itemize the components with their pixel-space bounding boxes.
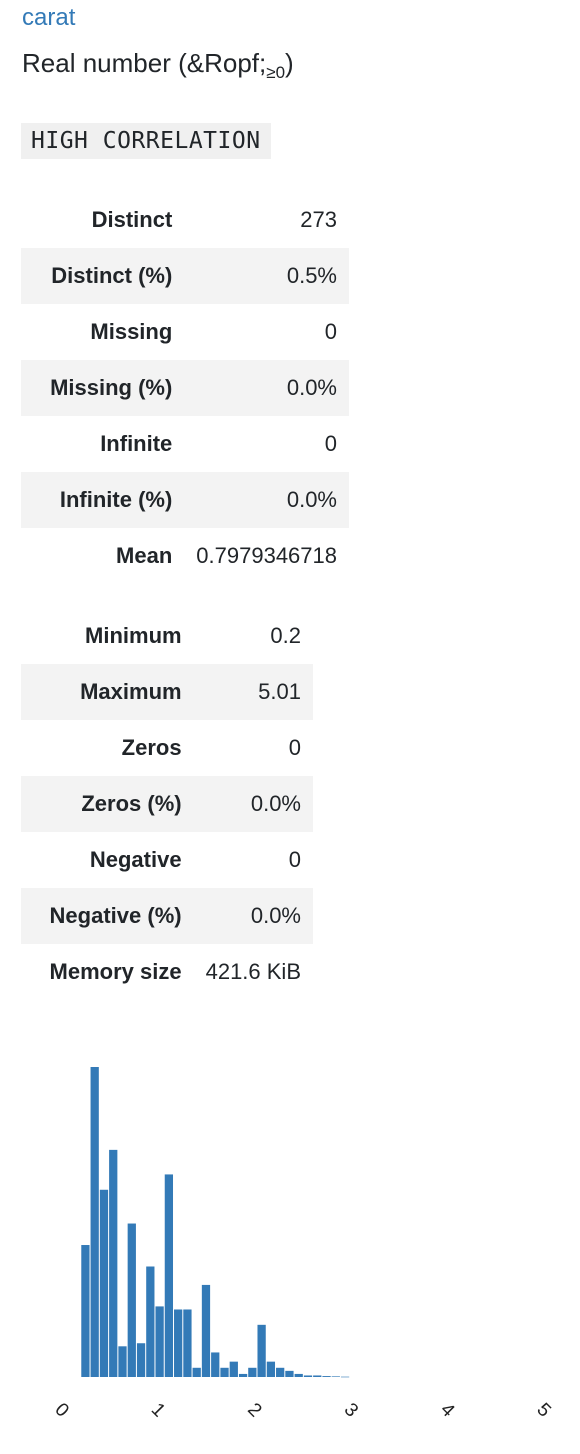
histogram-bar xyxy=(81,1245,90,1377)
stat-row-mean: Mean 0.7979346718 xyxy=(21,528,349,584)
histogram-bar xyxy=(118,1346,127,1377)
stat-row-negative-pct: Negative (%) 0.0% xyxy=(21,888,313,944)
variable-type: Real number (&Ropf;≥0) xyxy=(22,48,294,83)
histogram-bar xyxy=(127,1223,136,1377)
stat-label: Distinct xyxy=(91,207,173,232)
stat-value: 273 xyxy=(300,207,337,232)
x-tick-label: 1 xyxy=(147,1399,169,1421)
stat-row-missing-pct: Missing (%) 0.0% xyxy=(21,360,349,416)
x-tick-label: 2 xyxy=(243,1399,265,1421)
stat-value: 0.0% xyxy=(286,487,337,512)
stats-table-secondary: Minimum 0.2 Maximum 5.01 Zeros 0 Zeros (… xyxy=(21,608,313,1000)
high-correlation-badge[interactable]: HIGH CORRELATION xyxy=(21,123,271,159)
x-tick-label: 4 xyxy=(436,1399,459,1422)
histogram-bar xyxy=(211,1352,220,1377)
stat-row-zeros: Zeros 0 xyxy=(21,720,313,776)
histogram-bar xyxy=(340,1376,350,1378)
histogram-bar xyxy=(90,1067,99,1377)
stat-row-maximum: Maximum 5.01 xyxy=(21,664,313,720)
variable-name-link[interactable]: carat xyxy=(22,4,76,31)
histogram-chart: 0 1 2 3 4 5 xyxy=(50,1067,555,1422)
stat-row-missing: Missing 0 xyxy=(21,304,349,360)
histogram-bar xyxy=(303,1375,313,1377)
stat-value: 0 xyxy=(288,735,301,760)
stat-row-memory-size: Memory size 421.6 KiB xyxy=(21,944,313,1000)
histogram-bar xyxy=(146,1266,155,1377)
stat-label: Mean xyxy=(116,543,173,568)
stat-label: Missing xyxy=(90,319,173,344)
variable-type-close: ) xyxy=(285,48,294,78)
histogram-bar xyxy=(174,1309,183,1377)
stat-label: Zeros (%) xyxy=(81,791,182,816)
stat-row-minimum: Minimum 0.2 xyxy=(21,608,313,664)
stat-label: Minimum xyxy=(85,623,182,648)
variable-type-label: Real number (&Ropf; xyxy=(22,48,267,78)
stat-label: Maximum xyxy=(80,679,182,704)
stat-row-infinite-pct: Infinite (%) 0.0% xyxy=(21,472,349,528)
stat-row-distinct: Distinct 273 xyxy=(21,192,349,248)
stat-label: Negative xyxy=(89,847,182,872)
stat-value: 0.5% xyxy=(286,263,337,288)
histogram-bar xyxy=(220,1367,229,1377)
histogram-bar xyxy=(313,1375,322,1377)
histogram-bar xyxy=(294,1373,303,1377)
stat-value: 0.0% xyxy=(250,903,301,928)
histogram-bar xyxy=(257,1324,266,1377)
histogram-x-ticks: 0 1 2 3 4 5 xyxy=(50,1399,554,1422)
x-tick-label: 5 xyxy=(532,1399,554,1421)
stat-label: Memory size xyxy=(49,959,182,984)
stat-row-distinct-pct: Distinct (%) 0.5% xyxy=(21,248,349,304)
stat-label: Infinite xyxy=(100,431,173,456)
histogram-bar xyxy=(322,1376,331,1377)
stat-value: 0 xyxy=(324,319,337,344)
histogram-bar xyxy=(183,1309,192,1377)
histogram-bar xyxy=(266,1361,276,1377)
stat-label: Negative (%) xyxy=(49,903,182,928)
histogram-bar xyxy=(155,1306,164,1377)
histogram-bar xyxy=(99,1189,109,1377)
stat-label: Distinct (%) xyxy=(51,263,173,288)
histogram-bar xyxy=(136,1343,146,1377)
stat-label: Missing (%) xyxy=(50,375,173,400)
stat-value: 421.6 KiB xyxy=(205,959,301,984)
histogram-bar xyxy=(285,1370,294,1377)
x-tick-label: 0 xyxy=(50,1399,72,1421)
histogram-bar xyxy=(109,1149,118,1377)
x-tick-label: 3 xyxy=(340,1399,362,1421)
histogram-bars xyxy=(81,1067,350,1378)
stat-value: 0.0% xyxy=(286,375,337,400)
stat-value: 5.01 xyxy=(258,679,301,704)
histogram-bar xyxy=(164,1174,174,1377)
stat-value: 0 xyxy=(288,847,301,872)
histogram-bar xyxy=(276,1367,285,1377)
stat-row-infinite: Infinite 0 xyxy=(21,416,349,472)
stat-label: Infinite (%) xyxy=(59,487,173,512)
histogram-bar xyxy=(192,1367,201,1377)
histogram-bar xyxy=(201,1284,211,1377)
stat-value: 0.2 xyxy=(270,623,301,648)
stat-row-zeros-pct: Zeros (%) 0.0% xyxy=(21,776,313,832)
stat-value: 0.0% xyxy=(250,791,301,816)
histogram-bar xyxy=(248,1367,257,1377)
stat-value: 0 xyxy=(324,431,337,456)
stats-table-primary: Distinct 273 Distinct (%) 0.5% Missing 0… xyxy=(21,192,349,584)
stat-value: 0.7979346718 xyxy=(196,543,337,568)
histogram-bar xyxy=(238,1373,248,1377)
histogram-bar xyxy=(331,1376,340,1377)
variable-type-subscript: ≥0 xyxy=(266,63,286,82)
stat-label: Zeros xyxy=(121,735,182,760)
stat-row-negative: Negative 0 xyxy=(21,832,313,888)
histogram-bar xyxy=(229,1361,238,1377)
